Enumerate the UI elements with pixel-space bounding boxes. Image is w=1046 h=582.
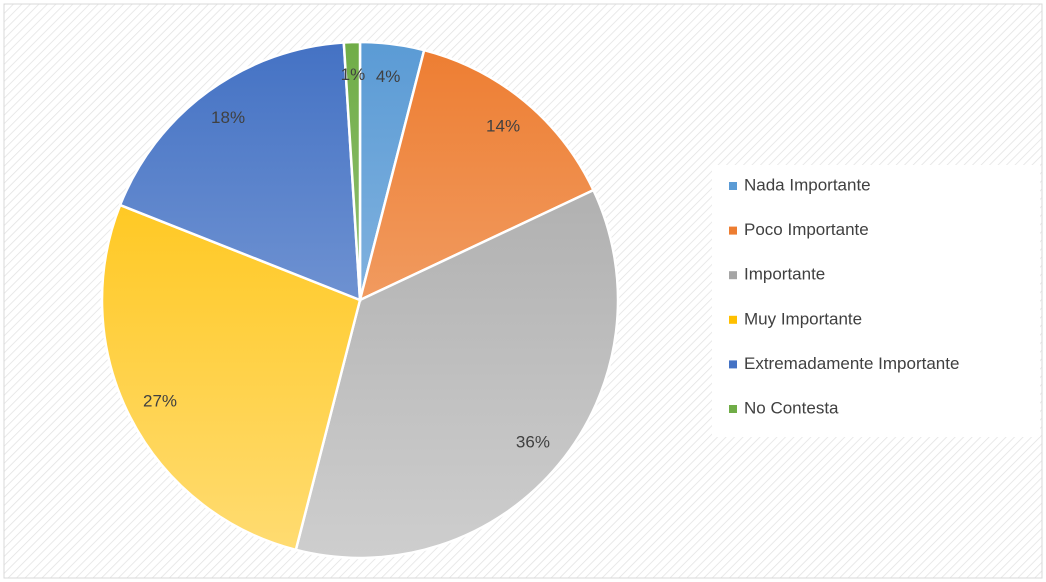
legend-swatch — [729, 405, 737, 413]
legend-box — [712, 165, 1040, 437]
legend-swatch — [729, 226, 737, 235]
data-label: 14% — [486, 117, 520, 136]
legend-swatch — [729, 360, 737, 369]
legend-label: Nada Importante — [744, 175, 871, 194]
legend-swatch — [729, 271, 737, 280]
legend-label: Muy Importante — [744, 309, 862, 328]
pie-slice — [358, 48, 596, 303]
legend-swatch — [729, 315, 737, 324]
data-label: 27% — [143, 391, 177, 410]
legend-label: Importante — [744, 265, 825, 284]
data-label: 18% — [211, 108, 245, 127]
legend-label: Poco Importante — [744, 220, 869, 239]
pie-slice — [118, 41, 362, 302]
pie-slice — [294, 188, 620, 560]
data-label: 36% — [516, 433, 550, 452]
pie-slice — [100, 203, 362, 552]
legend-label: No Contesta — [744, 398, 839, 417]
legend-label: Extremadamente Importante — [744, 354, 959, 373]
pie-slice — [342, 40, 362, 301]
data-label: 1% — [341, 65, 366, 84]
legend-swatch — [729, 182, 737, 190]
data-label: 4% — [376, 67, 401, 86]
